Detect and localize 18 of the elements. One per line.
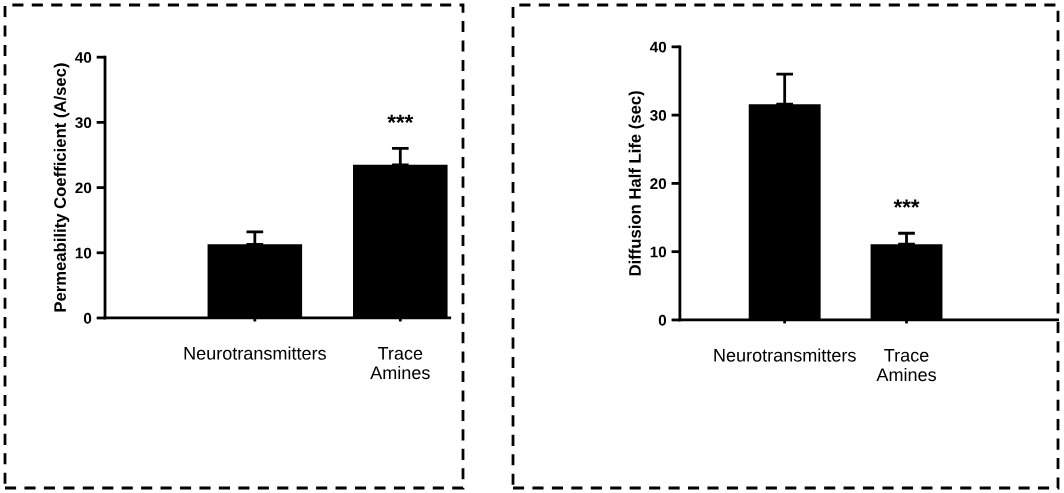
y-axis-title: Permeability Coefficient (A/sec) [53, 63, 70, 312]
x-tick-label: Neurotransmitters [184, 346, 326, 360]
y-tick-label: 10 [75, 247, 92, 259]
y-tick-label: 0 [83, 312, 92, 324]
y-tick-label: 20 [75, 182, 92, 194]
y-tick-label: 30 [75, 117, 92, 129]
x-tick-label: Neurotransmitters [714, 348, 856, 362]
y-tick-label: 10 [650, 246, 667, 258]
x-tick-label: Trace Amines [876, 349, 936, 382]
annotation: *** [893, 199, 920, 208]
y-axis-title: Diffusion Half Life (sec) [628, 91, 645, 276]
annotation: *** [387, 114, 414, 123]
y-tick-label: 40 [649, 41, 667, 53]
y-tick-label: 40 [75, 52, 92, 63]
y-tick-label: 30 [650, 109, 667, 121]
y-tick-label: 20 [650, 178, 667, 190]
y-tick-label: 0 [658, 314, 667, 326]
x-tick-label: Trace Amines [370, 347, 430, 380]
